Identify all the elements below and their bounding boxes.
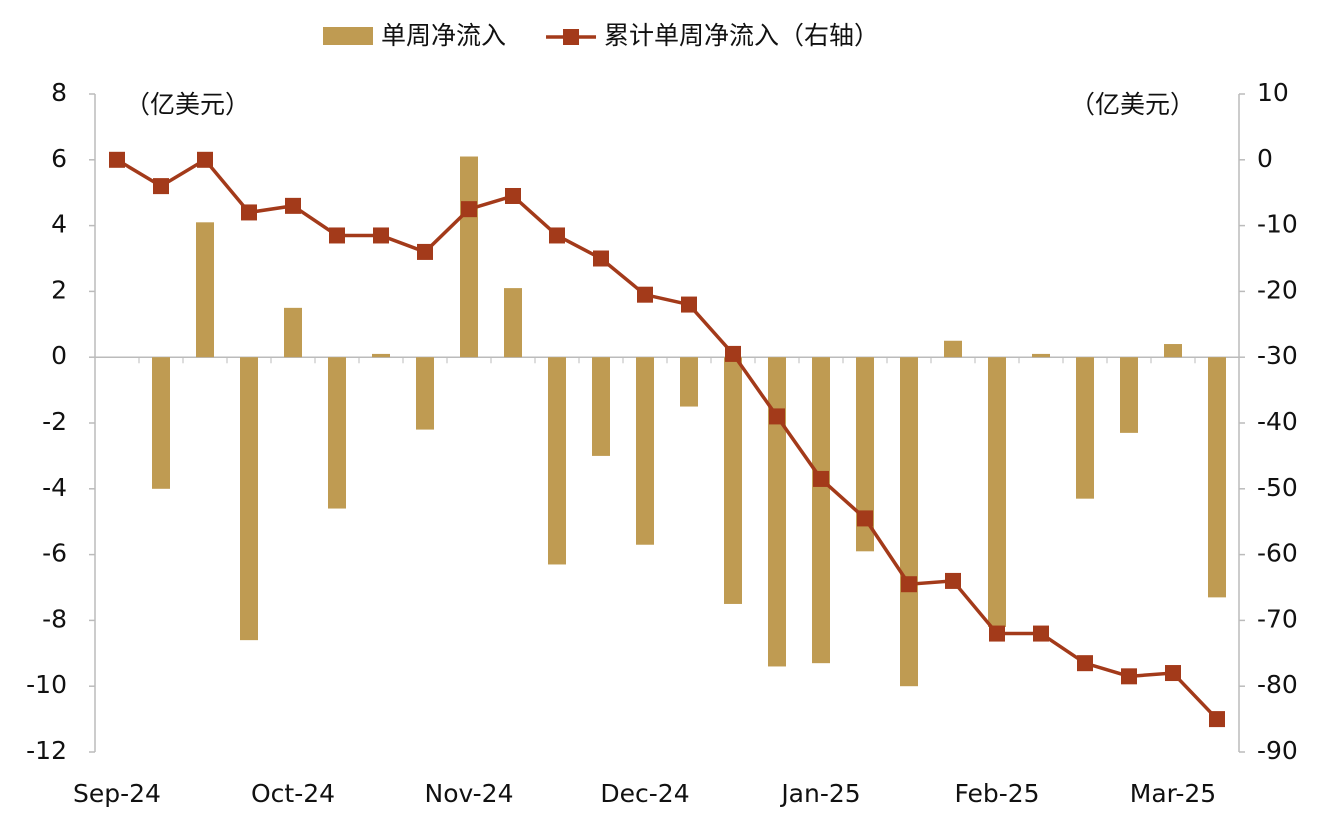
bar (372, 353, 390, 358)
line-marker (1077, 655, 1093, 672)
line-marker (1165, 665, 1181, 682)
bar (152, 357, 170, 489)
y2-tick-label: -60 (1257, 539, 1298, 568)
line-marker (769, 408, 785, 425)
line-marker (373, 227, 389, 244)
y2-tick-label: -20 (1257, 275, 1298, 304)
y2-tick-label: -40 (1257, 407, 1298, 436)
line-marker (857, 510, 873, 527)
bar (1032, 353, 1050, 358)
y-tick-label: -2 (42, 407, 67, 436)
line-marker (505, 187, 521, 204)
legend-swatch (323, 27, 373, 45)
y2-tick-label: -50 (1257, 473, 1298, 502)
line-marker (241, 204, 257, 221)
y-tick-label: 6 (51, 144, 67, 173)
line-marker (197, 151, 213, 168)
y-tick-label: -8 (42, 604, 67, 633)
bar (812, 357, 830, 664)
line-marker (1121, 668, 1137, 685)
bar (1208, 357, 1226, 598)
y-tick-label: 8 (51, 78, 67, 107)
y-tick-label: 0 (51, 341, 67, 370)
bar (548, 357, 566, 565)
y-unit-label: （亿美元） (125, 90, 250, 119)
bar (680, 357, 698, 407)
y2-tick-label: -70 (1257, 604, 1298, 633)
bar (284, 307, 302, 358)
x-tick-label: Feb-25 (954, 779, 1039, 808)
bar (240, 357, 258, 641)
line-marker (593, 250, 609, 267)
bar (416, 357, 434, 430)
line-marker (813, 470, 829, 487)
y2-tick-label: 10 (1257, 78, 1289, 107)
line-marker (417, 243, 433, 260)
x-tick-label: Oct-24 (251, 779, 335, 808)
x-tick-label: Mar-25 (1130, 779, 1216, 808)
y-tick-label: 4 (51, 210, 67, 239)
line-marker (109, 151, 125, 168)
y-tick-label: 2 (51, 275, 67, 304)
bar (1120, 357, 1138, 433)
y2-tick-label: -10 (1257, 210, 1298, 239)
x-tick-label: Sep-24 (73, 779, 161, 808)
line-marker (945, 572, 961, 589)
x-tick-label: Jan-25 (779, 779, 860, 808)
line-marker (681, 296, 697, 313)
bar (504, 288, 522, 358)
legend-swatch (563, 29, 580, 45)
y-tick-label: -12 (26, 736, 67, 765)
line-marker (725, 345, 741, 362)
bar (944, 340, 962, 358)
bar (768, 357, 786, 667)
bar (460, 156, 478, 358)
y-tick-label: -10 (26, 670, 67, 699)
y2-tick-label: -90 (1257, 736, 1298, 765)
bar (1076, 357, 1094, 499)
y2-tick-label: -30 (1257, 341, 1298, 370)
bar (900, 357, 918, 687)
y2-unit-label: （亿美元） (1070, 90, 1195, 119)
y-tick-label: -6 (42, 539, 67, 568)
line-marker (1209, 711, 1225, 728)
line-marker (153, 178, 169, 195)
line-marker (637, 286, 653, 303)
bar (1164, 344, 1182, 358)
x-tick-label: Nov-24 (425, 779, 514, 808)
line-marker (549, 227, 565, 244)
line-marker (989, 625, 1005, 642)
legend-label: 单周净流入 (381, 21, 506, 50)
line-marker (461, 201, 477, 218)
bar (196, 222, 214, 358)
line-marker (901, 576, 917, 593)
bar (856, 357, 874, 552)
bar (636, 357, 654, 545)
bar (328, 357, 346, 509)
bar (592, 357, 610, 456)
legend-label: 累计单周净流入（右轴） (604, 21, 879, 50)
y2-tick-label: -80 (1257, 670, 1298, 699)
bar (724, 357, 742, 604)
line (116, 157, 1219, 721)
bar (988, 357, 1006, 627)
x-tick-label: Dec-24 (600, 779, 689, 808)
line-marker (1033, 625, 1049, 642)
line-marker (285, 197, 301, 214)
line-marker (329, 227, 345, 244)
y-tick-label: -4 (42, 473, 67, 502)
y2-tick-label: 0 (1257, 144, 1273, 173)
